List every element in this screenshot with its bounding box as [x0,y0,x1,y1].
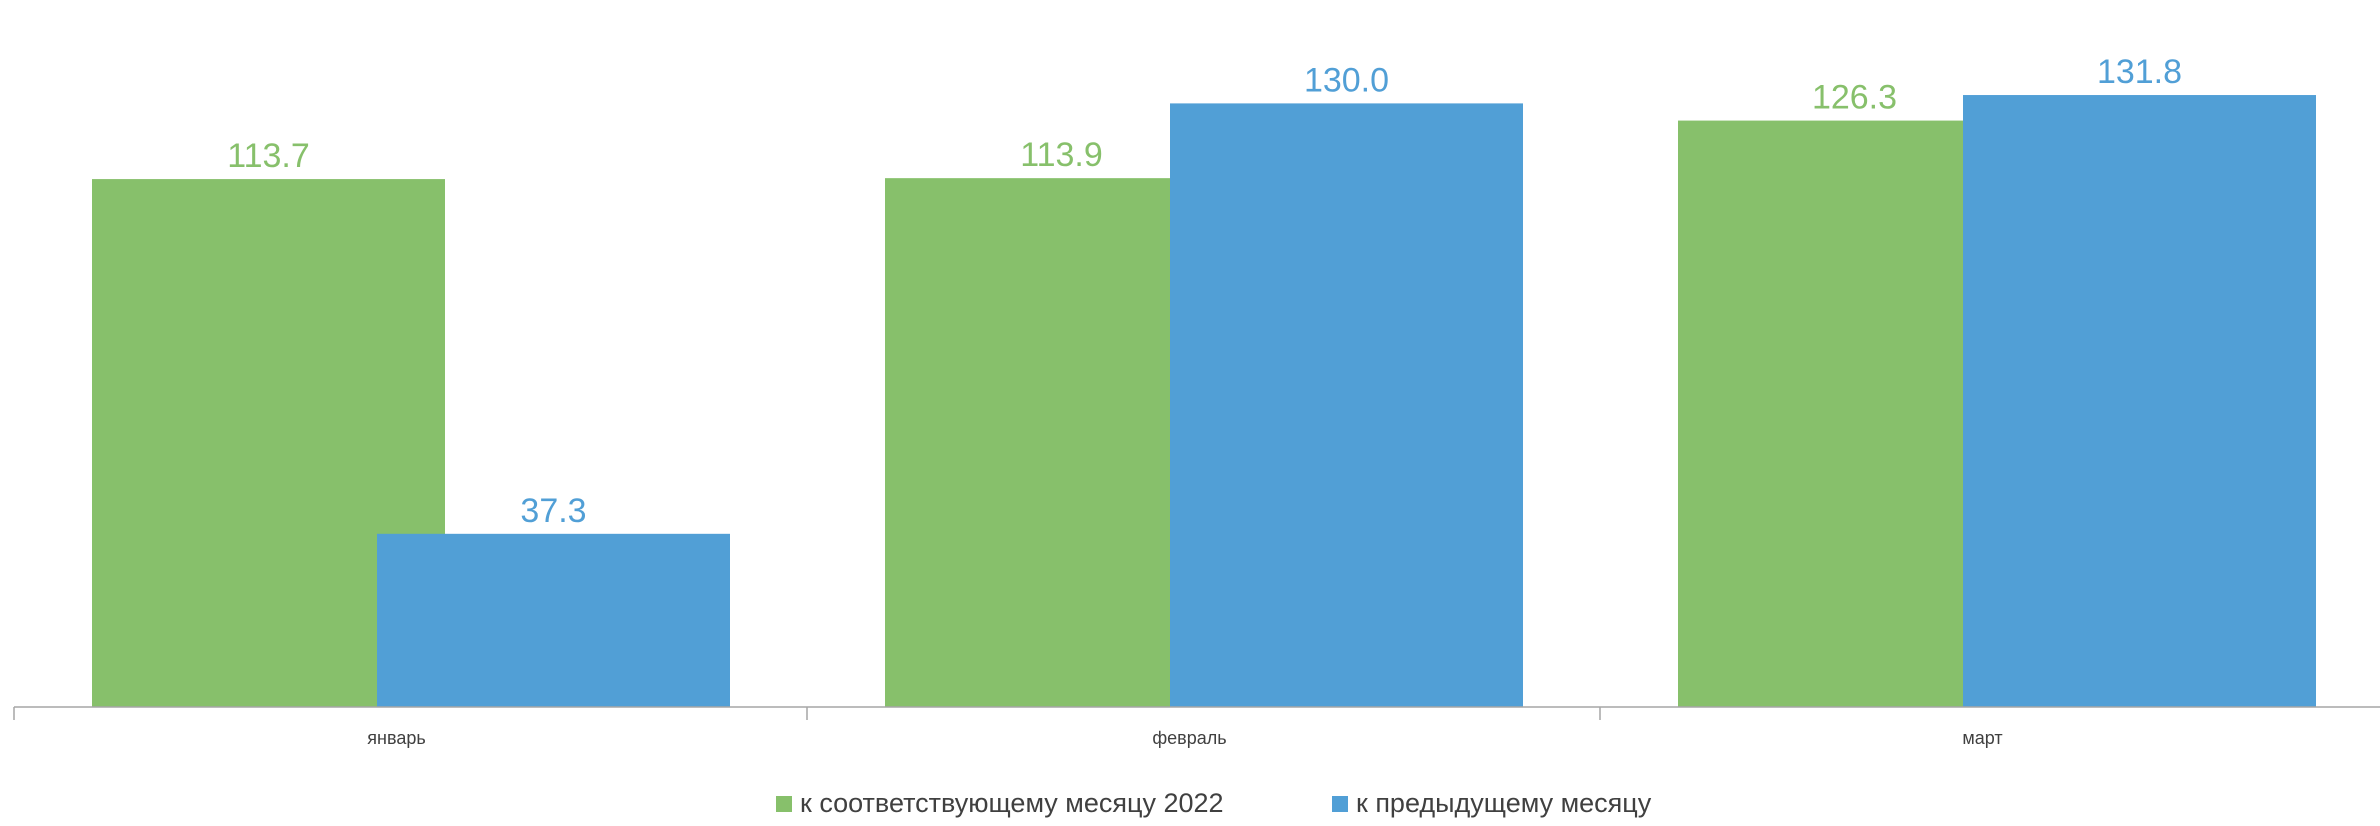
legend: к соответствующему месяцу 2022 к предыдущ… [776,788,1652,818]
data-label-series-1-январь: 37.3 [520,492,586,530]
legend-label-series-1: к предыдущему месяцу [1356,788,1652,818]
legend-swatch-series-0 [776,796,792,812]
value-labels-layer: 113.7 113.9 126.3 37.3 130.0 131.8 [227,53,2182,530]
data-label-series-0-февраль: 113.9 [1020,136,1103,174]
legend-label-series-0: к соответствующему месяцу 2022 [800,788,1224,818]
data-label-series-1-март: 131.8 [2097,53,2182,91]
data-label-series-0-январь: 113.7 [227,137,310,175]
x-tick-label-март: март [1962,728,2002,748]
bar-series-1-февраль [1170,103,1523,708]
bar-series-1-январь [377,533,730,707]
x-tick-label-февраль: февраль [1152,728,1226,748]
bars-layer [92,95,2316,708]
x-tick-label-январь: январь [367,728,425,748]
data-label-series-0-март: 126.3 [1812,79,1897,117]
data-label-series-1-февраль: 130.0 [1304,61,1389,99]
bar-series-1-март [1963,95,2316,708]
legend-swatch-series-1 [1332,796,1348,812]
x-axis: январь февраль март [13,706,2380,748]
